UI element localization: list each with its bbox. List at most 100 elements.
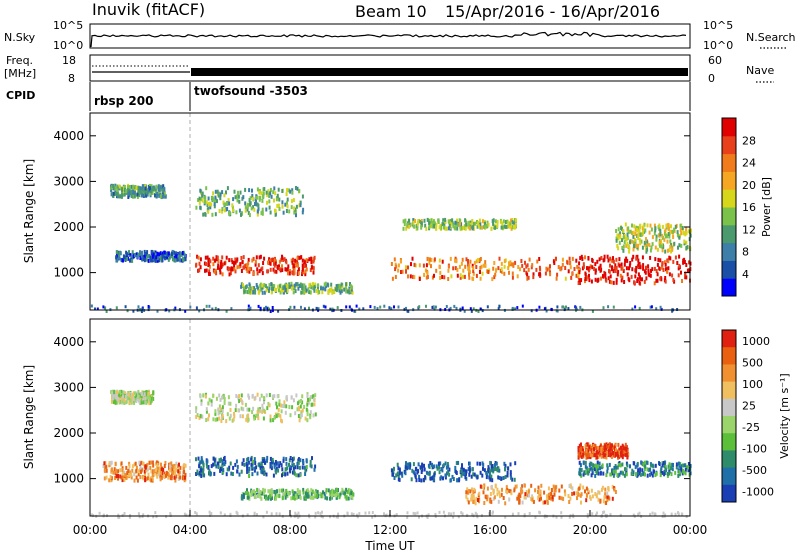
power-cell [412, 220, 415, 225]
velocity-cell [246, 463, 249, 468]
power-cell [602, 306, 605, 310]
velocity-cell [248, 474, 251, 478]
velocity-cell [583, 470, 586, 475]
velocity-cell [590, 466, 593, 471]
power-cell [460, 222, 463, 227]
velocity-cell [564, 492, 567, 497]
power-cell [686, 268, 689, 273]
velocity-cell [527, 489, 530, 494]
power-cell [110, 188, 113, 193]
velocity-cell [206, 459, 209, 464]
power-cell [460, 226, 463, 231]
velocity-cell [611, 496, 614, 501]
velocity-cell [594, 473, 597, 478]
power-cell [505, 220, 507, 224]
power-cell [261, 271, 264, 276]
power-cell [612, 269, 615, 274]
power-cell [258, 269, 261, 274]
power-cell [587, 256, 590, 261]
power-cell [251, 193, 254, 198]
velocity-cell [504, 515, 507, 519]
velocity-cell [647, 467, 650, 472]
velocity-cell [289, 413, 292, 418]
power-cell [114, 186, 117, 191]
power-cell [484, 225, 486, 230]
velocity-cell [227, 395, 230, 400]
velocity-cell [169, 512, 172, 516]
velocity-cell [457, 515, 460, 519]
velocity-cell [103, 468, 106, 473]
power-cell [286, 188, 289, 192]
power-cell [301, 270, 304, 274]
power-cell [94, 307, 96, 311]
power-cell [416, 226, 419, 231]
velocity-cell [547, 486, 550, 491]
velocity-cell [544, 500, 546, 505]
power-cell [391, 276, 394, 281]
velocity-cell [602, 510, 604, 514]
velocity-cell [618, 472, 621, 477]
velocity-cell [156, 462, 159, 467]
velocity-cell [441, 468, 444, 473]
velocity-cell [306, 494, 309, 499]
velocity-cell [616, 451, 619, 456]
power-cell [661, 265, 664, 270]
power-cell [312, 270, 315, 275]
power-cell [240, 212, 242, 217]
velocity-cell [201, 459, 204, 464]
power-cell [494, 219, 497, 224]
velocity-cell [292, 495, 295, 500]
power-cell [250, 206, 253, 211]
power-cell [536, 259, 539, 264]
velocity-cell [607, 495, 610, 500]
power-cell [646, 239, 649, 244]
power-cell [277, 187, 280, 192]
velocity-cell [486, 494, 489, 499]
velocity-cell [298, 399, 301, 404]
velocity-cell [446, 471, 448, 476]
power-cell [645, 265, 648, 270]
power-cell [582, 264, 585, 269]
velocity-cell [607, 445, 610, 450]
velocity-cell [590, 473, 593, 478]
velocity-cell [257, 407, 260, 412]
velocity-cell [150, 460, 153, 465]
velocity-cell [227, 401, 230, 406]
power-cell [116, 250, 118, 255]
velocity-cell [615, 465, 618, 470]
power-cell [472, 271, 475, 276]
power-cell [664, 249, 667, 254]
power-cell [315, 306, 318, 310]
power-cell [126, 309, 129, 313]
power-cell [312, 259, 315, 264]
velocity-cell [266, 458, 268, 463]
velocity-cell [299, 458, 302, 463]
power-cell [507, 266, 510, 270]
power-cell [638, 280, 641, 285]
power-cell [653, 231, 656, 236]
power-cell [477, 224, 480, 229]
velocity-cell [352, 512, 355, 516]
power-cell [409, 274, 412, 279]
power-cell [288, 188, 291, 193]
power-cell [403, 307, 406, 311]
power-cell [243, 265, 245, 270]
velocity-cell [589, 453, 592, 457]
velocity-cell [587, 470, 590, 475]
velocity-cell [121, 467, 124, 472]
power-cell [116, 192, 119, 197]
power-cell [670, 224, 672, 229]
velocity-cell [215, 396, 218, 401]
power-cell [607, 305, 610, 309]
velocity-cell [598, 461, 601, 466]
power-cell [438, 258, 441, 263]
power-cell [351, 290, 354, 295]
velocity-cell [597, 464, 600, 469]
power-cell [227, 198, 230, 203]
velocity-cell [680, 464, 682, 469]
y-tick-label: 3000 [53, 380, 84, 394]
velocity-cell [455, 471, 458, 475]
velocity-cell [154, 511, 157, 515]
velocity-cell [207, 417, 210, 422]
power-cell [633, 237, 636, 242]
